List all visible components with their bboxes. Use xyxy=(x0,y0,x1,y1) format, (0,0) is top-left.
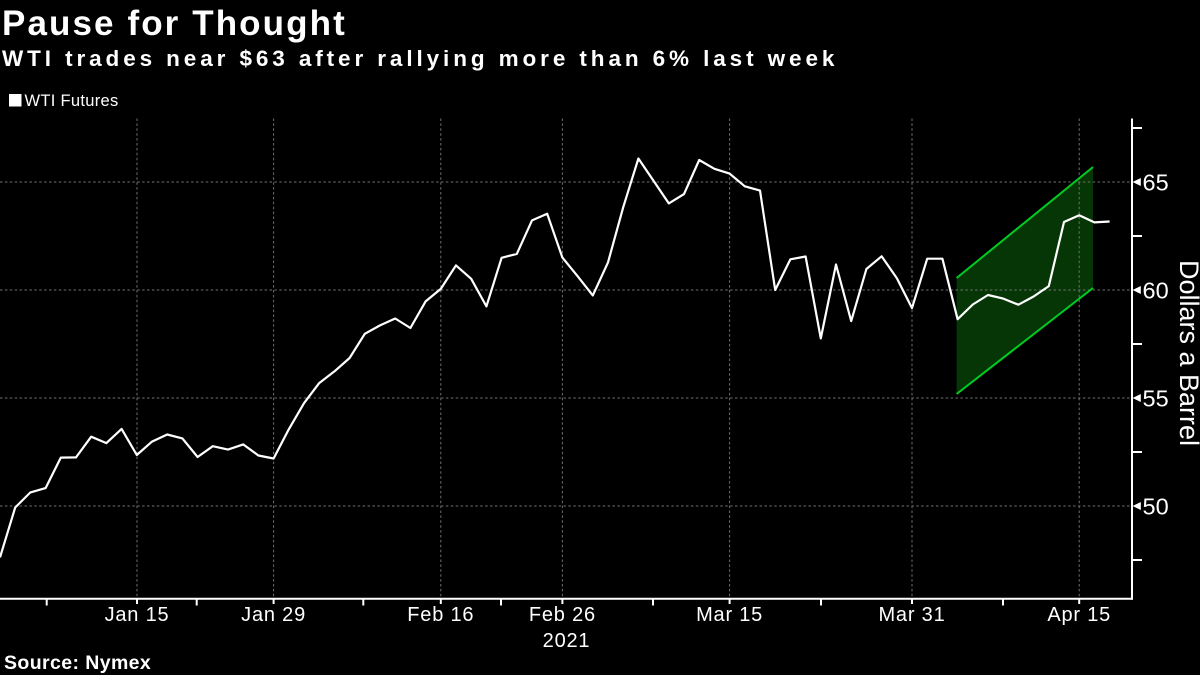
svg-text:Source: Nymex: Source: Nymex xyxy=(4,652,151,674)
svg-text:Mar 15: Mar 15 xyxy=(696,604,763,626)
svg-text:Apr 15: Apr 15 xyxy=(1047,604,1111,626)
svg-text:55: 55 xyxy=(1143,386,1169,412)
svg-text:WTI Futures: WTI Futures xyxy=(25,92,119,110)
svg-text:60: 60 xyxy=(1143,278,1169,304)
svg-text:Dollars a Barrel: Dollars a Barrel xyxy=(1174,260,1200,446)
svg-text:Pause for Thought: Pause for Thought xyxy=(2,4,347,43)
svg-text:Jan 15: Jan 15 xyxy=(105,604,170,626)
svg-text:Jan 29: Jan 29 xyxy=(241,604,306,626)
svg-text:Feb 26: Feb 26 xyxy=(529,604,596,626)
svg-text:50: 50 xyxy=(1143,494,1169,520)
svg-text:65: 65 xyxy=(1143,170,1169,196)
svg-text:Mar 31: Mar 31 xyxy=(878,604,945,626)
svg-text:WTI trades near $63 after rall: WTI trades near $63 after rallying more … xyxy=(2,46,838,71)
svg-text:2021: 2021 xyxy=(543,630,591,652)
svg-text:Feb 16: Feb 16 xyxy=(407,604,474,626)
